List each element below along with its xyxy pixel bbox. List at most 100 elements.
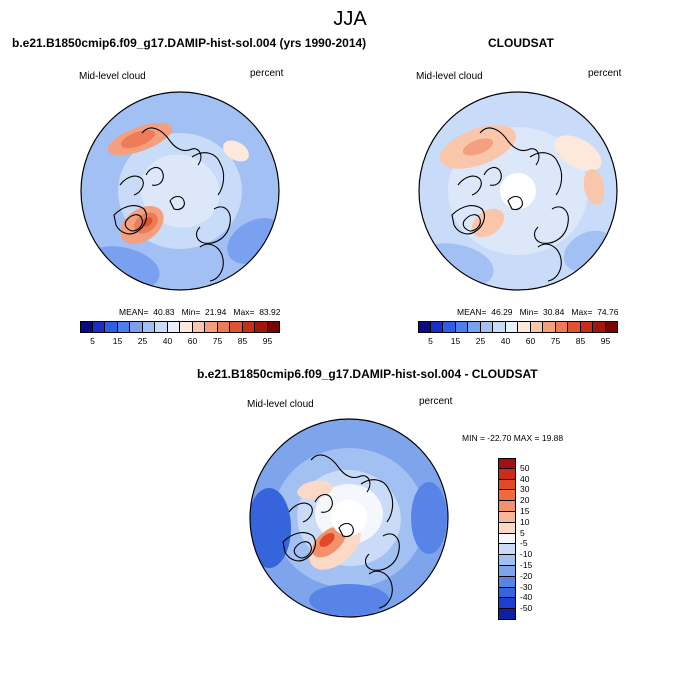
obs-colorbar-cell [580,321,593,333]
model-coastline [169,195,185,211]
obs-coastline [451,205,485,235]
obs-colorbar-tick-label: 15 [450,336,461,346]
obs-colorbar-cell [555,321,568,333]
obs-polar-map [418,91,618,291]
obs-colorbar-cell [518,321,531,333]
model-coastline [113,205,147,235]
diff-coastline [360,479,394,523]
obs-field-high [471,208,505,238]
obs-coastline [529,152,563,196]
diff-map-boundary [249,418,449,618]
obs-colorbar-cell [493,321,506,333]
model-colorbar-cell [142,321,155,333]
model-colorbar-cell [130,321,143,333]
model-colorbar-tick-label: 95 [262,336,273,346]
diff-coastlines [282,454,400,609]
obs-colorbar-cell [530,321,543,333]
model-colorbar-frame [80,321,280,333]
obs-coastline [462,214,481,232]
diff-colorbar-tick-label: 15 [520,506,530,516]
model-colorbar-cell [155,321,168,333]
model-coastline [191,152,225,196]
model-coastline [119,175,144,196]
diff-colorbar-cell [498,544,516,556]
obs-coastline [537,243,562,282]
diff-coastline [368,570,393,609]
model-colorbar-cell [117,321,130,333]
model-colorbar-cell [80,321,93,333]
model-colorbar-tick-label: 60 [187,336,198,346]
diff-polar-data-gap [331,500,367,536]
model-min-label: Min= [181,307,201,317]
model-colorbar-cell [217,321,230,333]
diff-colorbar-cell [498,555,516,566]
model-colorbar-tick-label: 85 [237,336,248,346]
model-colorbar [80,321,280,333]
obs-stats: MEAN= 46.29 Min= 30.84 Max= 74.76 [457,307,618,317]
diff-colorbar-tick-label: 50 [520,462,530,473]
diff-colorbar-tick-label: -15 [520,560,533,570]
model-colorbar-ticks: 5 15 25 40 60 75 85 95 [80,336,280,348]
diff-colorbar-cell [498,501,516,512]
model-max-value: 83.92 [259,307,281,317]
obs-colorbar-cell [418,321,431,333]
diff-colorbar-cell [498,587,516,599]
model-max-label: Max= [233,307,255,317]
diff-coastline [293,541,312,559]
diff-colorbar [498,458,516,620]
obs-min-value: 30.84 [543,307,565,317]
model-units-label: percent [250,68,284,79]
obs-units-label: percent [588,68,622,79]
diff-field-strong-negative [411,482,447,554]
diff-colorbar-cell [498,512,516,523]
obs-colorbar-cell [543,321,556,333]
model-stats: MEAN= 40.83 Min= 21.94 Max= 83.92 [119,307,280,317]
model-colorbar-tick-label: 15 [112,336,123,346]
diff-colorbar-cell [498,566,516,577]
model-field-high [120,129,156,149]
obs-colorbar-cell [505,321,518,333]
diff-colorbar-tick-label: -50 [520,603,533,614]
obs-max-value: 74.76 [597,307,619,317]
obs-mean-value: 46.29 [491,307,513,317]
obs-colorbar-cell [468,321,481,333]
obs-colorbar-frame [418,321,618,333]
obs-coastlines [451,127,569,282]
diff-colorbar-tick-label: -10 [520,549,533,560]
model-colorbar-cell [205,321,218,333]
diff-field-strong-negative [250,488,291,568]
panel-title-diff: b.e21.B1850cmip6.f09_g17.DAMIP-hist-sol.… [197,367,538,381]
diff-colorbar-tick-label: 10 [520,516,530,527]
diff-polar-map [249,418,449,618]
diff-field-peak [319,533,335,547]
obs-min-label: Min= [519,307,539,317]
diff-colorbar-cell [498,479,516,491]
diff-colorbar-tick-label: 40 [520,473,530,484]
obs-colorbar-cell [593,321,606,333]
obs-coastline [483,166,502,186]
diff-colorbar-cell [498,458,516,469]
obs-colorbar-tick-label: 60 [525,336,536,346]
obs-map-boundary [418,91,618,291]
model-colorbar-cell [167,321,180,333]
obs-colorbar-tick-label: 75 [550,336,561,346]
diff-coastline [338,522,354,538]
model-mean-label: MEAN= [119,307,149,317]
obs-coastline [533,206,569,244]
model-colorbar-tick-label: 25 [137,336,148,346]
model-colorbar-cell [192,321,205,333]
diff-minmax: MIN = -22.70 MAX = 19.88 [462,433,564,443]
model-coastline [145,166,164,186]
obs-variable-label: Mid-level cloud [416,71,483,82]
diff-colorbar-cell [498,576,516,588]
model-field-moderate [223,140,249,162]
diff-colorbar-cell [498,490,516,502]
diff-variable-label: Mid-level cloud [247,399,314,410]
model-coastline [195,206,231,244]
model-colorbar-tick-label: 75 [212,336,223,346]
diff-colorbar-tick-label: -40 [520,592,533,603]
model-min-value: 21.94 [205,307,227,317]
season-title: JJA [333,8,367,30]
model-colorbar-cell [242,321,255,333]
diff-coastline [364,533,400,571]
